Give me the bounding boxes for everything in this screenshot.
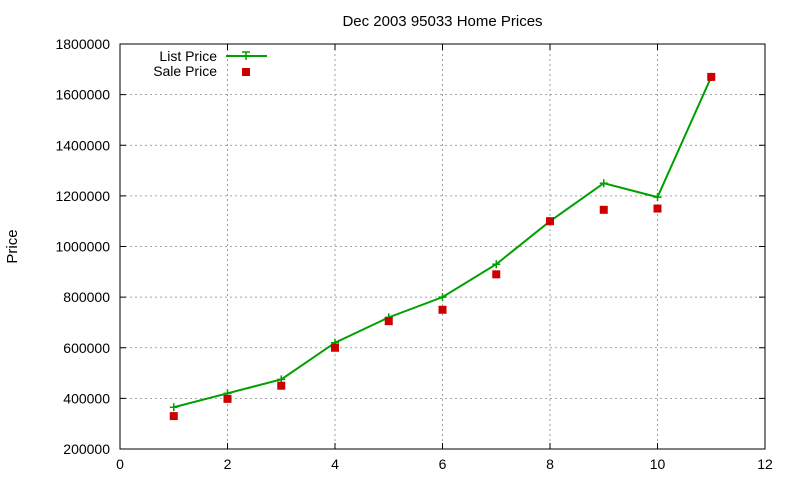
sale-price-point: [331, 343, 339, 352]
y-axis-label: Price: [4, 229, 21, 263]
y-tick-label: 800000: [63, 289, 110, 305]
legend: List Price Sale Price: [153, 48, 267, 79]
list-price-point: [438, 293, 447, 302]
list-price-point: [599, 179, 608, 188]
sale-price-point: [653, 204, 662, 213]
grid-lines: [120, 44, 765, 449]
tick-marks: [119, 43, 766, 450]
tick-labels: 0 2 4 6 8 10 12 200000 400000 600000 800000 1000000…: [55, 36, 773, 472]
y-tick-label: 200000: [63, 441, 110, 457]
sale-price-point: [384, 317, 393, 326]
sale-price-point: [599, 205, 608, 214]
sale-price-point: [546, 217, 554, 226]
sale-price-point: [438, 305, 447, 314]
list-price-point: [169, 403, 178, 412]
sale-price-point: [277, 381, 286, 390]
x-tick-label: 6: [439, 456, 447, 472]
x-tick-label: 8: [546, 456, 554, 472]
legend-label-sale-price: Sale Price: [153, 63, 217, 79]
sale-price-point: [223, 394, 232, 403]
list-price-point: [492, 260, 501, 269]
series-layer: [169, 72, 716, 421]
legend-label-list-price: List Price: [159, 48, 217, 64]
y-tick-label: 1600000: [55, 87, 110, 103]
x-tick-label: 0: [116, 456, 124, 472]
sale-price-point: [169, 412, 178, 421]
y-tick-label: 600000: [63, 340, 110, 356]
x-tick-label: 12: [757, 456, 773, 472]
y-tick-label: 1200000: [55, 188, 110, 204]
list-price-point: [653, 193, 662, 202]
x-tick-label: 2: [224, 456, 232, 472]
y-tick-label: 1400000: [55, 137, 110, 153]
list-price-line: [173, 76, 713, 409]
y-tick-label: 400000: [63, 390, 110, 406]
chart-title: Dec 2003 95033 Home Prices: [342, 13, 542, 30]
sale-price-point: [707, 72, 716, 81]
y-tick-label: 1000000: [55, 239, 110, 255]
y-tick-label: 1800000: [55, 36, 110, 52]
legend-swatch-sale-price: [242, 68, 250, 76]
x-tick-label: 4: [331, 456, 339, 472]
x-tick-label: 10: [650, 456, 666, 472]
sale-price-point: [492, 270, 501, 279]
